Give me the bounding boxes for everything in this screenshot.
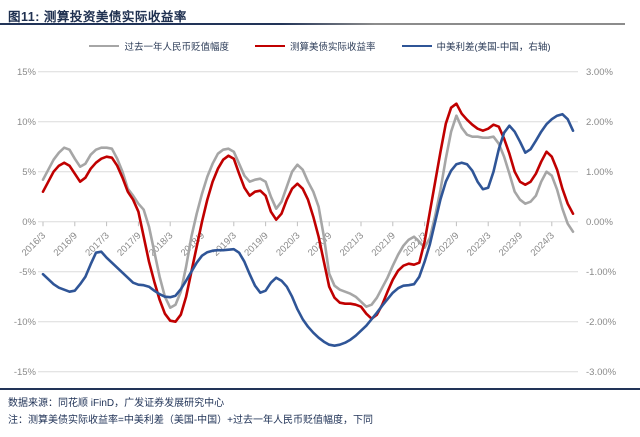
- right-axis-label: -1.00%: [586, 267, 617, 278]
- footnote-text: 注：测算美债实际收益率=中美利差（美国-中国）+过去一年人民币贬值幅度，下同: [8, 415, 374, 426]
- right-axis-label: 3.00%: [586, 67, 613, 78]
- legend-label: 测算美债实际收益率: [290, 42, 376, 53]
- blue-line-swatch-icon: [401, 44, 432, 48]
- right-axis-label: -3.00%: [586, 367, 617, 378]
- left-axis-labels: 15% 10% 5% 0% -5% -10% -15%: [14, 67, 37, 378]
- x-axis-label: 2023/9: [497, 230, 525, 258]
- right-axis-labels: 3.00% 2.00% 1.00% 0.00% -1.00% -2.00% -3.00%: [586, 67, 617, 378]
- left-axis-label: -15%: [14, 367, 37, 378]
- legend-label: 中美利差(美国-中国，右轴): [436, 42, 551, 53]
- x-axis-label: 2016/3: [20, 230, 48, 258]
- x-axis-label: 2022/9: [433, 230, 461, 258]
- series-line-1: [41, 102, 575, 324]
- gray-line-swatch-icon: [89, 44, 120, 48]
- figure-header: 图11: 测算投资美债实际收益率: [8, 6, 624, 25]
- right-axis-label: 1.00%: [586, 167, 613, 178]
- x-axis-label: 2020/3: [274, 230, 302, 258]
- x-axis-label: 2017/3: [83, 230, 111, 258]
- x-axis-label: 2019/3: [211, 230, 239, 258]
- legend-item-us-bond-real-yield: 测算美债实际收益率: [255, 39, 376, 53]
- x-axis-ticks: [42, 221, 553, 227]
- legend-item-rate-spread: 中美利差(美国-中国，右轴): [401, 39, 551, 53]
- x-axis-label: 2023/3: [465, 230, 493, 258]
- figure-title: 图11: 测算投资美债实际收益率: [8, 10, 187, 24]
- chart-legend: 过去一年人民币贬值幅度 测算美债实际收益率 中美利差(美国-中国，右轴): [0, 39, 640, 53]
- x-axis-label: 2017/9: [115, 230, 143, 258]
- series-line-0: [41, 114, 575, 310]
- right-axis-label: -2.00%: [586, 317, 617, 328]
- data-source-text: 数据来源：同花顺 iFinD，广发证券发展研究中心: [8, 398, 225, 409]
- x-axis-label: 2019/9: [242, 230, 270, 258]
- x-axis-label: 2024/3: [529, 230, 557, 258]
- x-axis-label: 2021/3: [338, 230, 366, 258]
- left-axis-label: 5%: [22, 167, 36, 178]
- left-axis-label: -10%: [14, 317, 37, 328]
- right-axis-label: 2.00%: [586, 117, 613, 128]
- left-axis-label: 10%: [17, 117, 37, 128]
- gridlines: [38, 71, 578, 373]
- x-axis-labels: 2016/3 2016/9 2017/3 2017/9 2018/3 2018/9 2019…: [20, 230, 557, 258]
- x-axis-label: 2021/9: [370, 230, 398, 258]
- footer-divider: [0, 388, 640, 390]
- legend-item-cny-depreciation: 过去一年人民币贬值幅度: [89, 39, 229, 53]
- left-axis-label: 15%: [17, 67, 37, 78]
- legend-label: 过去一年人民币贬值幅度: [124, 42, 229, 53]
- series-line-2: [41, 112, 575, 348]
- right-axis-label: 0.00%: [586, 217, 613, 228]
- left-axis-label: 0%: [22, 217, 36, 228]
- left-axis-label: -5%: [19, 267, 36, 278]
- red-line-swatch-icon: [255, 44, 285, 48]
- title-divider: [0, 23, 625, 26]
- x-axis-label: 2016/9: [52, 230, 80, 258]
